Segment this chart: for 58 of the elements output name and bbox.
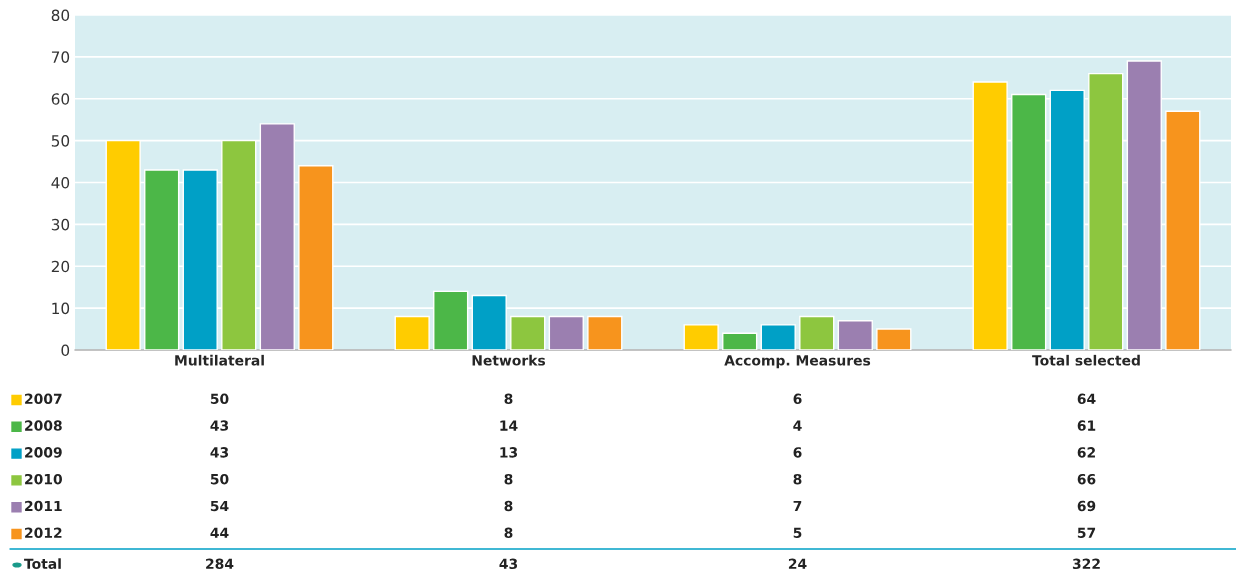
data-label: 57 xyxy=(1077,527,1096,539)
legend-label: 2008 xyxy=(25,420,62,431)
text: 43 xyxy=(499,558,518,570)
data-label: 43 xyxy=(210,420,229,431)
y-tick-label: 80 xyxy=(51,9,70,22)
bar xyxy=(837,319,873,350)
bar xyxy=(799,315,835,350)
text: Total xyxy=(24,558,61,570)
bar xyxy=(394,315,430,350)
data-label: 50 xyxy=(210,473,229,485)
legend-label: 2007 xyxy=(25,393,62,405)
y-tick-label: 40 xyxy=(51,176,70,189)
data-label: 8 xyxy=(504,500,513,512)
data-label: 4 xyxy=(793,420,802,431)
data-label: 13 xyxy=(500,447,518,458)
data-label: 50 xyxy=(210,393,229,405)
x-tick-label: Accomp. Measures xyxy=(724,355,871,369)
x-tick-label: Multilateral xyxy=(175,354,264,366)
bar xyxy=(548,315,584,350)
text: 24 xyxy=(788,558,807,569)
y-tick-label: 10 xyxy=(52,302,70,315)
text: 284 xyxy=(206,558,234,570)
bar xyxy=(683,324,719,350)
y-tick-label: 70 xyxy=(51,51,70,63)
bar xyxy=(510,315,546,350)
bar xyxy=(876,328,912,350)
data-label: 6 xyxy=(793,447,802,458)
data-label: 14 xyxy=(500,420,518,431)
data-label: 8 xyxy=(504,393,513,405)
bar xyxy=(722,332,758,350)
data-label: 8 xyxy=(504,473,513,485)
data-label: 62 xyxy=(1077,447,1095,458)
legend-label: 2012 xyxy=(25,527,62,539)
x-tick-label: Total selected xyxy=(1032,354,1140,366)
y-tick-label: 50 xyxy=(51,135,70,147)
data-label: 54 xyxy=(210,500,229,512)
y-tick-label: 20 xyxy=(51,260,70,273)
data-label: 8 xyxy=(793,473,802,485)
data-label: 43 xyxy=(210,447,229,458)
data-label: 61 xyxy=(1077,420,1096,431)
data-label: 7 xyxy=(793,500,802,512)
bar xyxy=(760,324,796,350)
legend-label: 2010 xyxy=(25,473,62,485)
data-label: 66 xyxy=(1077,473,1096,485)
legend-label: 2009 xyxy=(25,447,62,458)
data-label: 69 xyxy=(1077,500,1096,512)
y-tick-label: 60 xyxy=(51,93,70,105)
data-label: 6 xyxy=(793,393,802,405)
x-tick-label: Networks xyxy=(472,354,546,366)
y-tick-label: 30 xyxy=(51,218,70,231)
bar xyxy=(587,315,623,350)
legend-label: 2011 xyxy=(25,500,62,512)
data-label: 8 xyxy=(504,527,513,539)
text: 322 xyxy=(1072,558,1100,570)
data-label: 5 xyxy=(793,527,802,539)
data-label: 44 xyxy=(210,527,229,538)
data-label: 64 xyxy=(1077,393,1096,405)
y-tick-label: 0 xyxy=(61,344,70,357)
